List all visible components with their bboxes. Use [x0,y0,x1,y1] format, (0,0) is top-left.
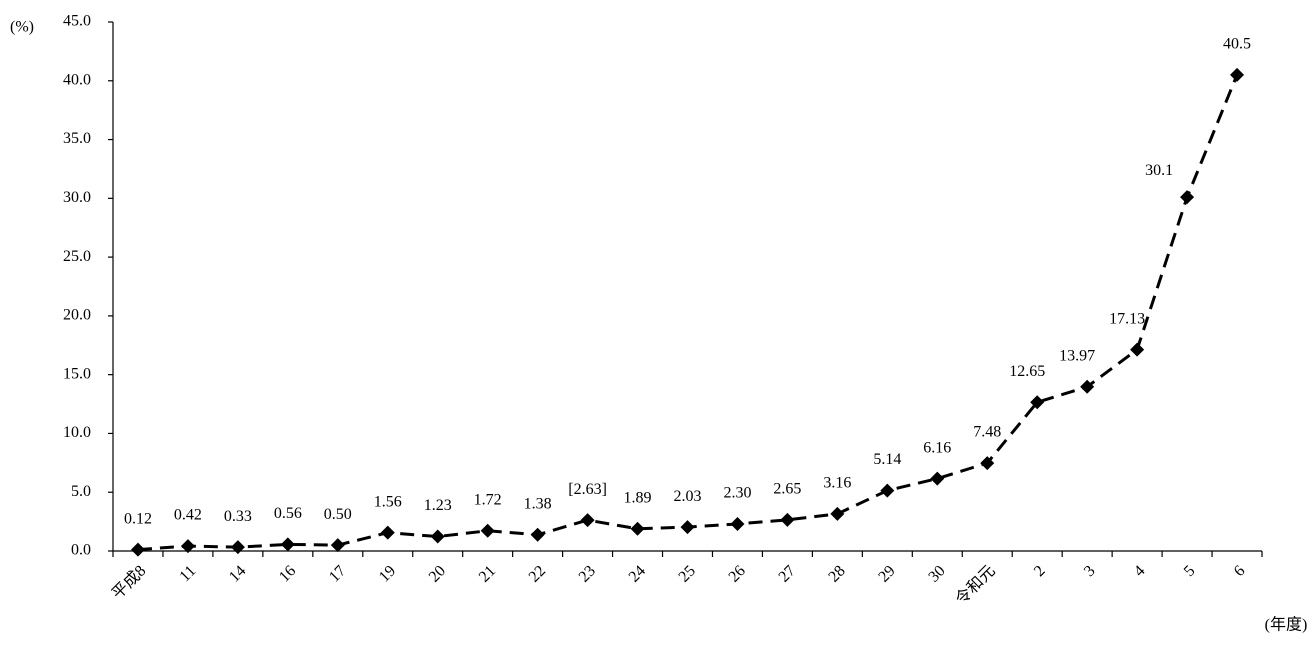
marker [1130,342,1145,357]
x-tick-label: 21 [476,562,499,585]
data-label: 30.1 [1145,162,1173,179]
x-tick-label: 27 [776,562,799,585]
x-tick-label: 11 [176,562,199,585]
data-label: 2.65 [773,481,801,498]
marker [480,523,495,538]
data-label: 6.16 [923,439,951,456]
y-tick-label: 25.0 [63,248,91,265]
data-label: 7.48 [973,424,1001,441]
data-label: 5.14 [873,451,901,468]
x-tick-label: 5 [1181,562,1199,580]
x-tick-label: 28 [825,562,848,585]
marker [330,538,345,553]
x-tick-label: 19 [376,562,399,585]
data-label: 1.38 [524,495,552,512]
data-label: 0.12 [124,510,152,527]
marker [830,506,845,521]
marker [580,513,595,528]
marker [630,521,645,536]
y-tick-label: 20.0 [63,307,91,324]
x-tick-label: 17 [326,562,349,585]
marker [530,527,545,542]
y-tick-label: 0.0 [71,542,91,559]
data-label: 0.56 [274,505,302,522]
data-label: 0.50 [324,506,352,523]
marker [130,542,145,557]
x-tick-label: 2 [1031,562,1049,580]
y-tick-label: 40.0 [63,71,91,88]
data-label: 1.89 [624,489,652,506]
data-label: 1.72 [474,491,502,508]
x-tick-label: 令和元 [952,562,999,609]
marker [730,516,745,531]
marker [1080,379,1095,394]
marker [1180,190,1195,205]
x-tick-label: 14 [226,562,249,585]
marker [980,456,995,471]
y-tick-label: 15.0 [63,365,91,382]
x-tick-label: 3 [1081,562,1099,580]
marker [280,537,295,552]
marker [180,539,195,554]
marker [380,525,395,540]
data-label: 1.23 [424,497,452,514]
x-tick-label: 22 [526,562,549,585]
x-tick-label: 25 [676,562,699,585]
x-tick-label: 4 [1131,562,1149,580]
data-label: 17.13 [1109,310,1145,327]
data-label: 2.03 [674,488,702,505]
data-label: 12.65 [1009,363,1045,380]
data-label: 40.5 [1223,36,1251,53]
data-label: 0.33 [224,508,252,525]
data-label: [2.63] [568,481,607,498]
marker [930,471,945,486]
data-label: 1.56 [374,493,402,510]
y-unit: (%) [10,19,34,36]
marker [430,529,445,544]
x-tick-label: 23 [576,562,599,585]
data-line [137,74,1239,552]
y-tick-label: 30.0 [63,189,91,206]
marker [1230,67,1245,82]
data-label: 0.42 [174,507,202,524]
data-label: 13.97 [1059,347,1095,364]
x-tick-label: 24 [626,562,649,585]
marker [1030,395,1045,410]
x-tick-label: 平成8 [108,562,149,603]
marker [880,483,895,498]
x-tick-label: 26 [726,562,749,585]
y-tick-label: 5.0 [71,483,91,500]
marker [230,540,245,555]
data-label: 3.16 [823,475,851,492]
y-tick-label: 10.0 [63,424,91,441]
marker [780,512,795,527]
data-label: 2.30 [723,485,751,502]
y-tick-label: 45.0 [63,13,91,30]
x-unit: (年度) [1265,616,1308,634]
y-tick-label: 35.0 [63,130,91,147]
x-tick-label: 6 [1231,562,1249,580]
marker [680,520,695,535]
x-tick-label: 30 [925,562,948,585]
x-tick-label: 29 [875,562,898,585]
x-tick-label: 16 [276,562,299,585]
x-tick-label: 20 [426,562,449,585]
